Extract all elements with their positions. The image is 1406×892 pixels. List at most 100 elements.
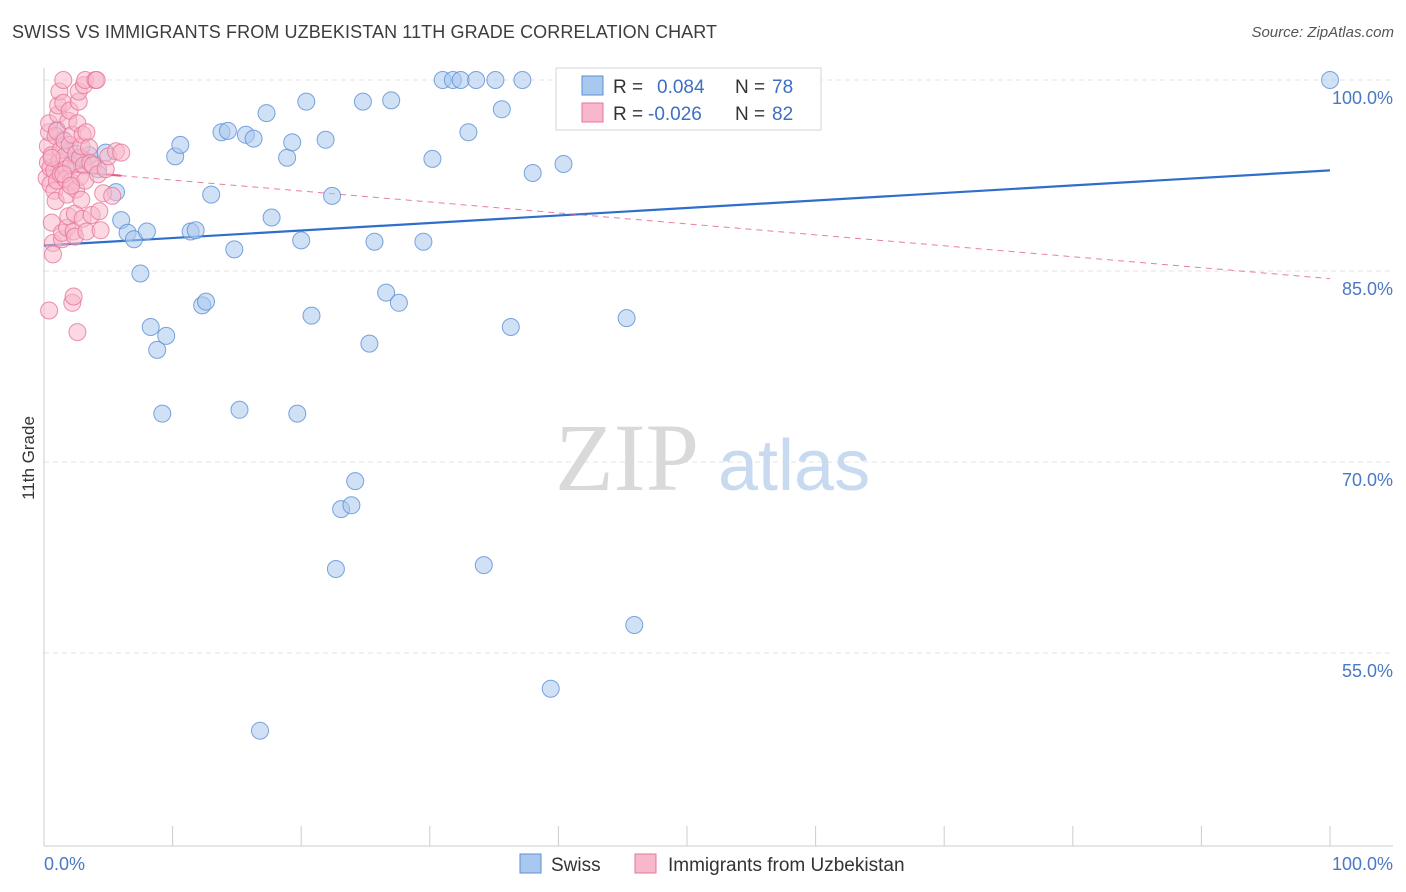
y-tick-label: 100.0% [1332, 88, 1393, 108]
uzbekistan-point [80, 138, 98, 157]
trend-lines [43, 168, 1331, 280]
swiss-point [302, 306, 321, 325]
swiss-point [365, 232, 384, 251]
swiss-point [148, 340, 167, 359]
swiss-point [257, 104, 276, 123]
legend-r-value-swiss: 0.084 [657, 77, 705, 98]
swiss-point [283, 133, 302, 152]
y-tick-label: 55.0% [1342, 661, 1393, 681]
legend-n-label-swiss: N = [735, 77, 765, 98]
uzbekistan-point [64, 287, 83, 306]
uzbekistan-point [77, 123, 96, 142]
legend-n-label-uzbekistan: N = [735, 104, 765, 125]
swiss-point [451, 71, 470, 89]
swiss-point [554, 155, 573, 173]
swiss-point [157, 326, 176, 345]
stats-legend: R = 0.084 N = 78 R = -0.026 N = 82 [555, 67, 822, 131]
swiss-point [346, 472, 365, 491]
swiss-point [197, 292, 215, 311]
axes [43, 68, 1393, 847]
uzbekistan-point [62, 176, 80, 195]
swiss-point [297, 92, 316, 111]
swiss-point [230, 400, 249, 419]
legend-n-value-uzbekistan: 82 [772, 104, 793, 125]
legend-r-label-uzbekistan: R = [613, 104, 643, 125]
series-legend: Swiss Immigrants from Uzbekistan [519, 853, 905, 876]
legend-swatch-uzbekistan [581, 102, 604, 123]
swiss-point [141, 318, 160, 336]
uzbekistan-point [112, 143, 131, 162]
legend-n-value-swiss: 78 [772, 77, 793, 98]
swiss-point [316, 130, 335, 149]
uzbekistan-point [103, 186, 122, 205]
swiss-point [617, 309, 636, 328]
swiss-point [474, 556, 493, 575]
swiss-point [262, 208, 281, 227]
swiss-point [625, 616, 644, 634]
grid-lines [44, 79, 1393, 654]
chart-title: SWISS VS IMMIGRANTS FROM UZBEKISTAN 11TH… [12, 22, 718, 42]
swiss-point [501, 318, 520, 336]
y-axis-label: 11th Grade [19, 416, 38, 500]
y-tick-label: 70.0% [1342, 470, 1393, 490]
swiss-point [202, 185, 221, 204]
bottom-legend-label-swiss: Swiss [551, 855, 601, 876]
swiss-point [389, 293, 408, 312]
swiss-point [225, 240, 244, 259]
swiss-point [360, 334, 379, 353]
y-tick-labels: 100.0% 85.0% 70.0% 55.0% [1332, 88, 1393, 681]
uzbekistan-point [54, 71, 73, 89]
swiss-trend-line [43, 169, 1331, 247]
swiss-point [288, 404, 307, 423]
swiss-point [244, 129, 263, 148]
legend-r-value-uzbekistan: -0.026 [648, 104, 702, 125]
uzbekistan-point [72, 190, 91, 209]
swiss-point [1321, 71, 1339, 89]
uzbekistan-point [68, 323, 87, 342]
swiss-point [137, 222, 156, 241]
data-points [37, 71, 1339, 740]
uzbekistan-point [87, 71, 106, 89]
swiss-point [467, 71, 486, 89]
swiss-point [492, 100, 511, 119]
uzbekistan-trend-line-dashed [43, 168, 1331, 280]
swiss-point [541, 679, 560, 698]
legend-swatch-swiss [581, 75, 604, 96]
uzbekistan-point [42, 148, 61, 167]
swiss-point [218, 121, 237, 140]
swiss-point [382, 91, 401, 110]
x-tick-label-max: 100.0% [1332, 854, 1393, 874]
swiss-point [278, 148, 297, 167]
watermark-zip: ZIP [555, 404, 699, 511]
uzbekistan-point [40, 301, 59, 320]
swiss-point [186, 221, 205, 240]
swiss-point [459, 123, 478, 142]
swiss-point [342, 496, 361, 515]
swiss-point [513, 71, 532, 89]
watermark-atlas: atlas [718, 426, 870, 506]
swiss-point [131, 264, 150, 283]
swiss-point [377, 283, 396, 302]
bottom-legend-swatch-swiss [519, 853, 542, 874]
swiss-point [326, 560, 345, 578]
swiss-point [423, 149, 442, 168]
y-tick-label: 85.0% [1342, 279, 1393, 299]
legend-r-label-swiss: R = [613, 77, 643, 98]
x-tick-label-min: 0.0% [44, 854, 85, 874]
uzbekistan-point [90, 202, 109, 221]
uzbekistan-point [91, 221, 110, 240]
swiss-point [153, 404, 172, 423]
swiss-point [251, 721, 269, 740]
swiss-point [414, 232, 433, 251]
uzbekistan-point [44, 245, 62, 264]
swiss-point [523, 164, 542, 182]
swiss-point [292, 231, 311, 250]
swiss-point [486, 71, 505, 89]
bottom-legend-swatch-uzbekistan [634, 853, 657, 874]
swiss-point [323, 186, 342, 205]
swiss-point [171, 135, 190, 154]
bottom-legend-label-uzbekistan: Immigrants from Uzbekistan [668, 855, 905, 876]
swiss-point [353, 92, 372, 111]
source-label: Source: ZipAtlas.com [1251, 24, 1394, 41]
